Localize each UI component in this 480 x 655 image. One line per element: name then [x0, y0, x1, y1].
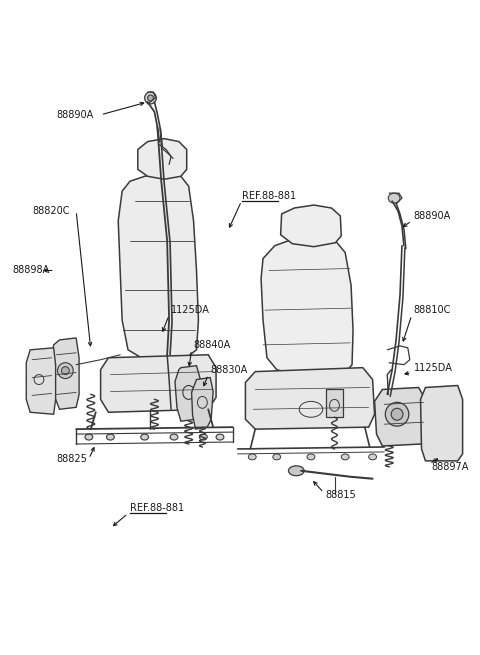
Text: 88820C: 88820C — [32, 206, 70, 216]
Text: 88897A: 88897A — [432, 462, 468, 472]
Polygon shape — [281, 205, 341, 247]
Text: 88825: 88825 — [57, 454, 87, 464]
Ellipse shape — [288, 466, 304, 476]
Text: 88890A: 88890A — [57, 110, 94, 120]
Polygon shape — [192, 377, 213, 429]
Ellipse shape — [144, 92, 156, 104]
Ellipse shape — [85, 434, 93, 440]
Ellipse shape — [385, 402, 409, 426]
Ellipse shape — [307, 454, 315, 460]
Text: 88840A: 88840A — [193, 340, 231, 350]
Text: 88815: 88815 — [325, 489, 356, 500]
Ellipse shape — [391, 408, 403, 421]
Text: 1125DA: 1125DA — [414, 363, 453, 373]
Text: 88830A: 88830A — [210, 365, 248, 375]
Ellipse shape — [369, 454, 376, 460]
Ellipse shape — [341, 454, 349, 460]
Polygon shape — [175, 365, 201, 421]
Polygon shape — [261, 238, 353, 377]
Text: REF.88-881: REF.88-881 — [242, 191, 297, 201]
Ellipse shape — [199, 434, 207, 440]
Ellipse shape — [58, 363, 73, 379]
Ellipse shape — [141, 434, 148, 440]
Ellipse shape — [388, 193, 400, 203]
Ellipse shape — [273, 454, 281, 460]
Ellipse shape — [61, 367, 69, 375]
Ellipse shape — [107, 434, 114, 440]
Bar — [325, 390, 343, 417]
Text: 1125DA: 1125DA — [171, 305, 210, 315]
Polygon shape — [420, 386, 463, 461]
Text: REF.88-881: REF.88-881 — [130, 504, 184, 514]
Polygon shape — [26, 348, 56, 414]
Ellipse shape — [216, 434, 224, 440]
Text: 88890A: 88890A — [414, 211, 451, 221]
Text: 88898A: 88898A — [12, 265, 50, 276]
Ellipse shape — [248, 454, 256, 460]
Polygon shape — [52, 338, 79, 409]
Polygon shape — [245, 367, 374, 429]
Ellipse shape — [170, 434, 178, 440]
Polygon shape — [101, 355, 216, 412]
Text: 88810C: 88810C — [414, 305, 451, 315]
Polygon shape — [138, 139, 187, 179]
Polygon shape — [118, 174, 198, 362]
Polygon shape — [374, 388, 425, 446]
Ellipse shape — [147, 95, 154, 101]
